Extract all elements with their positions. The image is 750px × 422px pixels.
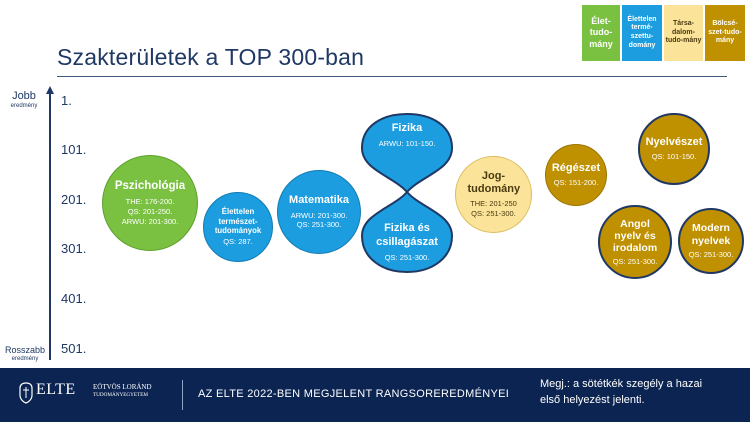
axis-tick: 501. xyxy=(61,341,87,356)
legend-humanities: Bölcsé-szet-tudo-mány xyxy=(705,5,745,61)
subject-elettelen-termeszettudomanyok: Élettelen természet-tudományok QS: 287. xyxy=(203,192,273,262)
page-title: Szakterületek a TOP 300-ban xyxy=(57,44,365,70)
axis-top-label: Jobb eredmény xyxy=(10,90,38,109)
title-divider xyxy=(57,76,727,77)
rank-axis xyxy=(49,92,51,360)
axis-bottom-label: Rosszabb eredmény xyxy=(4,345,46,362)
elte-logo-word: ELTE xyxy=(36,381,76,398)
subject-pszichologia: Pszichológia THE: 176-200. QS: 201-250. … xyxy=(102,155,198,251)
footer-divider xyxy=(182,380,183,410)
axis-tick: 101. xyxy=(61,142,87,157)
subject-fizika-es-csillagaszat: Fizika és csillagászat QS: 251-300. xyxy=(376,222,438,262)
subject-jogtudomany: Jog-tudomány THE: 201-250 QS: 251-300. xyxy=(455,156,532,233)
subject-fizika: Fizika ARWU: 101-150. xyxy=(378,122,436,148)
legend-social-sciences: Társa-dalom-tudo-mány xyxy=(664,5,703,61)
axis-tick: 201. xyxy=(61,192,87,207)
legend-life-sciences: Élet-tudo-mány xyxy=(582,5,620,61)
footer-note: Megj.: a sötétkék szegély a hazai első h… xyxy=(540,378,703,406)
axis-tick: 301. xyxy=(61,241,87,256)
subject-modern-nyelvek: Modern nyelvek QS: 251-300. xyxy=(678,208,744,274)
axis-tick: 1. xyxy=(61,93,72,108)
footer-bar: ELTE EÖTVÖS LORÁND TUDOMÁNYEGYETEM AZ EL… xyxy=(0,368,750,422)
legend-natural-sciences: Élettelen termé-szettu-domány xyxy=(622,5,662,61)
subject-angol-nyelv-es-irodalom: Angol nyelv és irodalom QS: 251-300. xyxy=(598,205,672,279)
axis-tick: 401. xyxy=(61,291,87,306)
elte-crest-icon xyxy=(19,382,33,404)
axis-arrow-icon xyxy=(46,86,54,94)
subject-nyelveszet: Nyelvészet QS: 101-150. xyxy=(638,113,710,185)
subject-matematika: Matematika ARWU: 201-300. QS: 251-300. xyxy=(277,170,361,254)
subject-regeszet: Régészet QS: 151-200. xyxy=(545,144,607,206)
fizika-hourglass-shape xyxy=(360,112,454,274)
university-name: EÖTVÖS LORÁND TUDOMÁNYEGYETEM xyxy=(93,383,152,398)
footer-caption: AZ ELTE 2022-BEN MEGJELENT RANGSOREREDMÉ… xyxy=(198,388,510,400)
